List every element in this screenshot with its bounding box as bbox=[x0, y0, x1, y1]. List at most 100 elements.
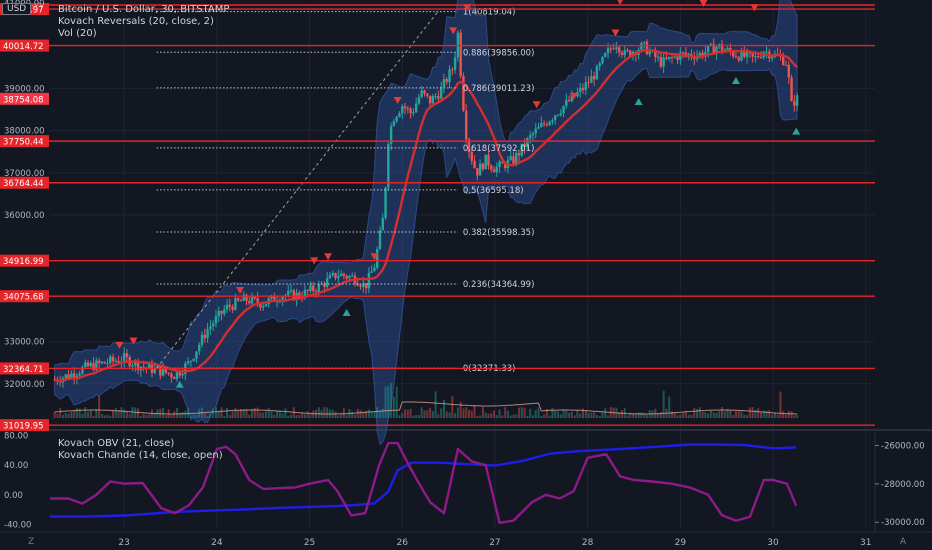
volume-bar bbox=[379, 411, 381, 418]
fib-level-label: 0.886(39856.00) bbox=[463, 48, 535, 58]
candle-body bbox=[676, 56, 679, 60]
candle-body bbox=[359, 285, 362, 288]
volume-bar bbox=[551, 407, 554, 418]
x-tick-label: 29 bbox=[675, 538, 687, 548]
candle-body bbox=[601, 56, 604, 64]
volume-bar bbox=[790, 411, 793, 418]
volume-bar bbox=[59, 408, 62, 418]
volume-bar bbox=[253, 407, 256, 418]
fib-level-label: 0.5(36595.18) bbox=[463, 186, 524, 196]
volume-bar bbox=[187, 407, 190, 418]
volume-bar bbox=[643, 413, 646, 418]
volume-bar bbox=[479, 415, 482, 418]
candle-body bbox=[437, 96, 440, 99]
indicator-reversals-label[interactable]: Kovach Reversals (20, close, 2) bbox=[58, 16, 214, 27]
symbol-title[interactable]: Bitcoin / U.S. Dollar, 30, BITSTAMP bbox=[58, 4, 230, 15]
candle-body bbox=[186, 361, 190, 364]
candle-body bbox=[403, 106, 407, 109]
candle-body bbox=[540, 123, 543, 127]
volume-bar bbox=[693, 407, 696, 418]
volume-bar bbox=[548, 415, 551, 418]
volume-bar bbox=[434, 391, 437, 418]
volume-bar bbox=[487, 413, 490, 418]
volume-bar bbox=[170, 414, 173, 418]
volume-bar bbox=[131, 407, 134, 418]
fib-level-label: 0.618(37592.01) bbox=[463, 144, 535, 154]
lower-legend: Kovach OBV (21, close) Kovach Chande (14… bbox=[58, 438, 223, 462]
indicator-volume-label[interactable]: Vol (20) bbox=[58, 28, 97, 39]
volume-bar bbox=[771, 414, 774, 418]
candle-body bbox=[412, 112, 415, 114]
candle-body bbox=[659, 56, 663, 67]
candle-body bbox=[147, 364, 151, 369]
volume-bar bbox=[531, 415, 534, 418]
volume-bar bbox=[440, 408, 443, 418]
volume-bar bbox=[223, 415, 226, 418]
volume-bar bbox=[476, 415, 479, 418]
volume-bar bbox=[228, 414, 231, 418]
candle-body bbox=[537, 126, 540, 129]
volume-bar bbox=[707, 413, 710, 418]
main-legend: Bitcoin / U.S. Dollar, 30, BITSTAMP Kova… bbox=[58, 4, 229, 40]
auto-scale-icon[interactable]: A bbox=[900, 537, 907, 547]
volume-bar bbox=[212, 408, 215, 418]
volume-bar bbox=[459, 401, 462, 418]
candle-body bbox=[125, 353, 129, 358]
volume-bar bbox=[114, 408, 117, 418]
candle-body bbox=[111, 356, 115, 362]
candle-body bbox=[587, 82, 590, 84]
candle-body bbox=[723, 49, 727, 51]
candle-body bbox=[384, 187, 387, 219]
volume-bar bbox=[406, 409, 409, 418]
volume-bar bbox=[676, 415, 679, 418]
bearish-reversal-marker bbox=[310, 257, 319, 265]
candle-body bbox=[217, 310, 220, 317]
candle-body bbox=[679, 52, 682, 60]
zoom-icon[interactable]: Z bbox=[28, 537, 35, 547]
volume-bar bbox=[98, 396, 101, 418]
volume-bar bbox=[220, 407, 223, 418]
volume-bar bbox=[512, 414, 515, 418]
candle-body bbox=[253, 296, 257, 299]
candle-body bbox=[306, 289, 309, 291]
volume-bar bbox=[751, 407, 754, 418]
volume-bar bbox=[370, 411, 373, 418]
volume-bar bbox=[303, 414, 306, 418]
candle-body bbox=[745, 51, 749, 57]
volume-bar bbox=[662, 390, 665, 418]
candle-body bbox=[181, 374, 184, 376]
candle-body bbox=[584, 82, 587, 90]
candle-body bbox=[451, 69, 454, 71]
candle-body bbox=[626, 50, 629, 52]
candle-body bbox=[220, 310, 223, 314]
indicator-obv-label[interactable]: Kovach OBV (21, close) bbox=[58, 438, 175, 449]
moving-average bbox=[54, 49, 798, 383]
candle-body bbox=[248, 301, 251, 304]
volume-bar bbox=[267, 407, 270, 418]
candle-body bbox=[670, 56, 674, 58]
volume-bar bbox=[582, 408, 585, 418]
candle-body bbox=[526, 138, 529, 147]
x-tick-label: 24 bbox=[211, 538, 223, 548]
volume-bar bbox=[765, 411, 768, 418]
obv-line bbox=[50, 443, 797, 518]
volume-bar bbox=[679, 414, 682, 418]
volume-bar bbox=[518, 407, 521, 418]
bullish-reversal-marker bbox=[731, 76, 740, 84]
volume-bar bbox=[248, 414, 251, 418]
candle-body bbox=[470, 151, 473, 161]
lower-right-tick-label: -30000.00 bbox=[881, 518, 925, 528]
candle-body bbox=[325, 278, 329, 287]
candle-body bbox=[303, 289, 307, 299]
candle-body bbox=[378, 230, 382, 250]
candle-body bbox=[757, 56, 760, 58]
volume-bar bbox=[417, 414, 420, 418]
volume-bar bbox=[732, 414, 735, 418]
candle-body bbox=[314, 291, 318, 293]
volume-bar bbox=[757, 408, 760, 418]
indicator-chande-label[interactable]: Kovach Chande (14, close, open) bbox=[58, 450, 223, 461]
candle-body bbox=[570, 94, 574, 102]
currency-badge[interactable]: USD bbox=[2, 3, 32, 15]
candle-body bbox=[556, 114, 560, 116]
